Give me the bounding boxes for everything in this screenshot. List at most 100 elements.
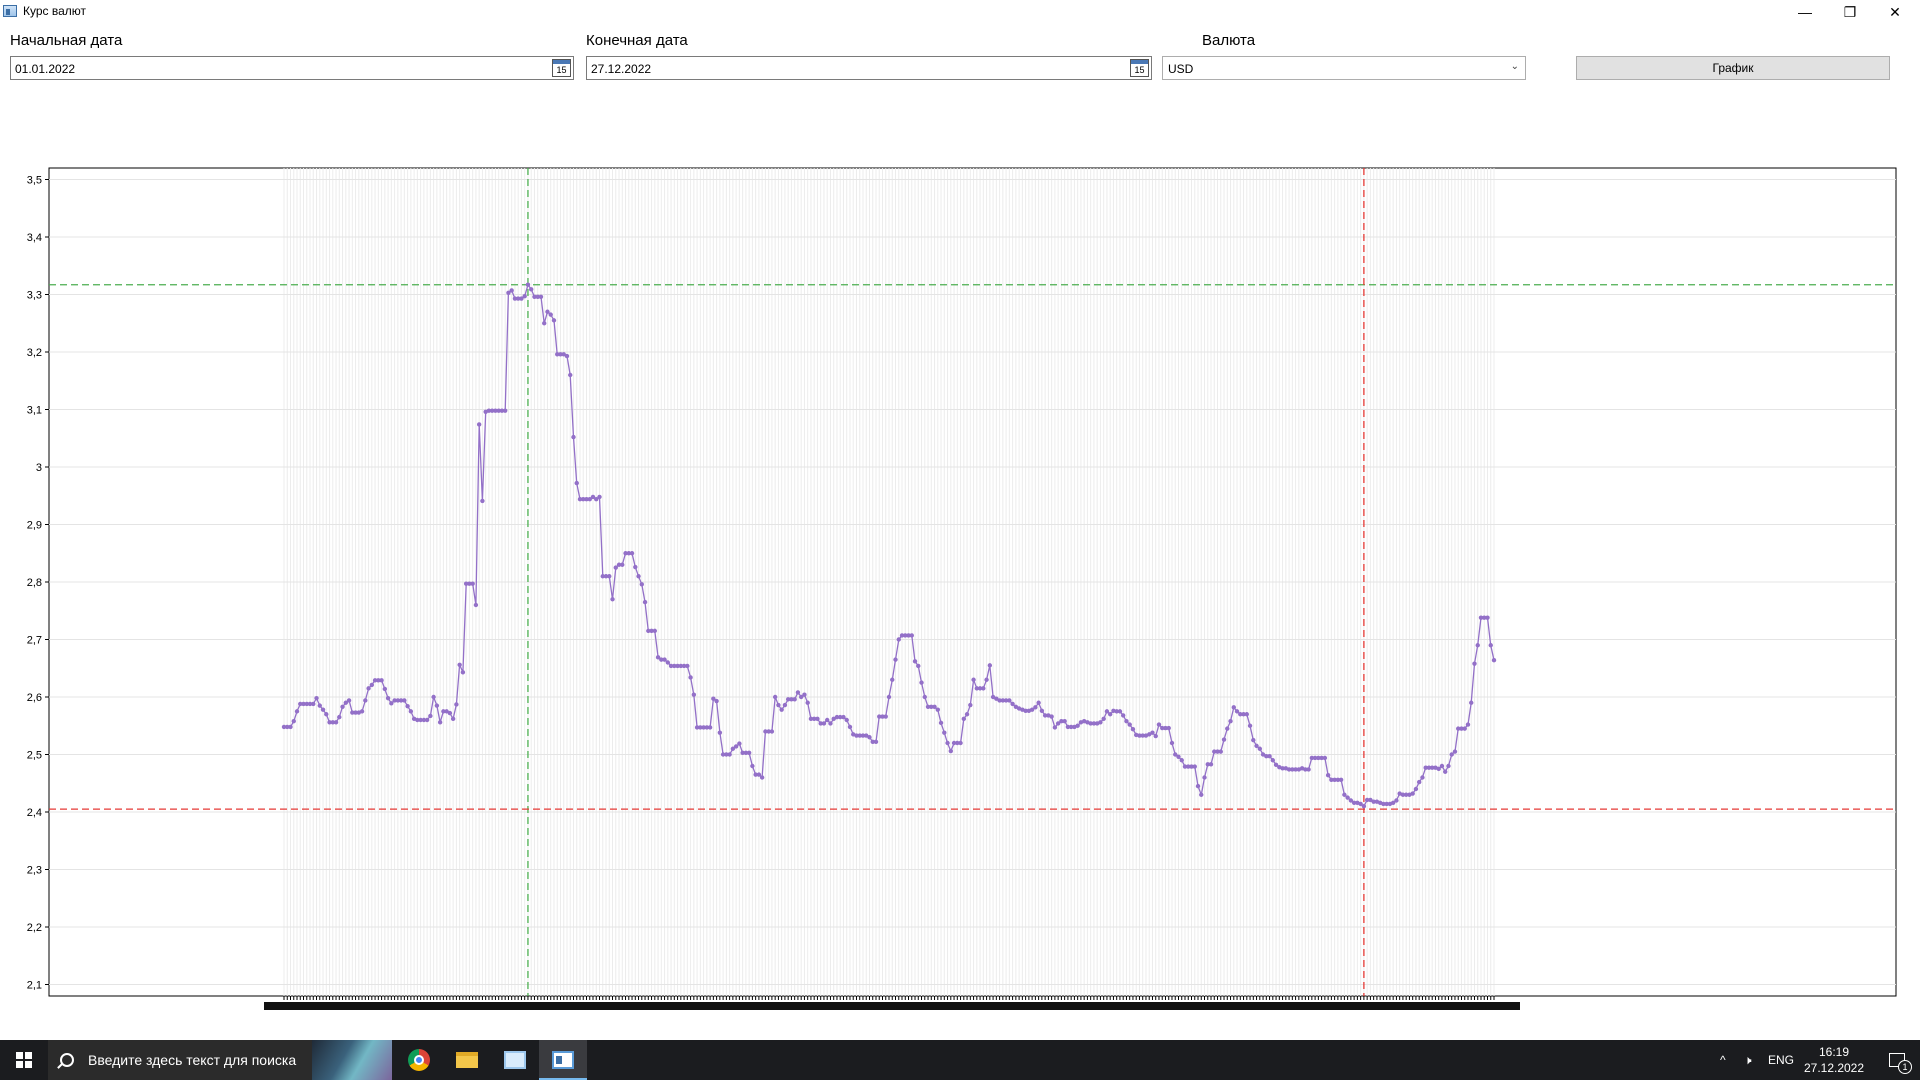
data-point [441,709,446,714]
notification-button[interactable]: 1 [1874,1040,1920,1080]
data-point [1218,749,1223,754]
explorer-taskbar-button[interactable] [443,1040,491,1080]
data-point [756,772,762,777]
volume-button[interactable]: 🕨 [1744,1040,1752,1080]
data-point [1169,740,1175,746]
end-date-picker[interactable]: 27.12.2022 15 [586,56,1152,80]
data-point [363,698,368,703]
data-point [415,717,420,723]
calendar-icon[interactable]: 15 [1130,59,1149,77]
data-point [860,733,866,738]
data-point [1225,726,1230,731]
data-point [1234,709,1240,714]
data-point [1465,722,1471,727]
data-point [1036,700,1041,705]
data-point [542,321,547,326]
start-button[interactable] [0,1040,48,1080]
data-point [763,729,768,734]
data-point [961,716,967,722]
data-point [535,294,540,299]
data-point [782,702,788,708]
data-point [467,581,472,586]
data-point [1179,758,1184,763]
data-point [1124,718,1129,724]
search-icon [60,1053,74,1067]
start-date-picker[interactable]: 01.01.2022 15 [10,56,574,80]
restore-button[interactable]: ❐ [1843,3,1857,20]
data-point [311,701,316,707]
data-point [964,712,970,717]
data-point [379,678,384,683]
minimize-button[interactable]: — [1798,4,1812,20]
data-point [899,633,905,638]
y-tick-label: 3,2 [27,347,42,359]
data-point [981,686,986,691]
title-bar: Курс валют — ❐ ✕ [0,0,1920,24]
y-tick-label: 2,8 [27,577,42,589]
tray-chevron[interactable]: ^ [1720,1040,1726,1080]
data-point [795,690,801,695]
data-point [789,697,794,702]
calendar-icon-text: 15 [1134,65,1145,75]
currency-select[interactable]: USD ⌄ [1162,56,1526,80]
data-point [317,703,322,708]
data-point [1182,764,1188,769]
data-point [616,562,622,567]
data-point [769,729,775,734]
data-point [590,494,596,500]
clock[interactable]: 16:19 27.12.2022 [1794,1044,1874,1076]
data-point [919,680,924,685]
data-point [1186,764,1191,769]
data-point [802,692,807,697]
data-point [1449,752,1454,757]
y-tick-label: 3 [36,462,42,474]
data-point [1423,765,1428,770]
chart-button[interactable]: График [1576,56,1890,80]
language-indicator[interactable]: ENG [1768,1053,1795,1067]
data-point [1111,708,1116,713]
data-point [1049,714,1054,719]
y-tick-label: 2,6 [27,692,42,704]
data-point [938,720,944,726]
data-point [629,551,635,556]
data-point [395,698,401,703]
data-point [327,720,332,725]
data-point [662,657,667,662]
data-point [1075,723,1080,728]
data-point [1452,749,1458,754]
data-point [353,710,358,715]
data-point [727,752,732,757]
data-point [750,763,755,769]
currency-app-taskbar-button[interactable] [539,1040,587,1080]
data-point [603,574,609,579]
notification-icon: 1 [1889,1053,1912,1074]
data-point [324,712,329,717]
data-point [1306,767,1311,772]
data-point [958,740,963,746]
data-point [1364,797,1370,803]
chrome-taskbar-button[interactable] [395,1040,443,1080]
data-point [1091,721,1097,726]
data-point [1088,721,1093,726]
y-tick-label: 2,1 [27,980,42,992]
close-button[interactable]: ✕ [1889,3,1901,20]
data-point [688,675,693,680]
data-point [857,733,862,738]
data-point [564,353,570,359]
calendar-icon[interactable]: 15 [552,59,571,77]
data-point [841,714,846,720]
end-date-value: 27.12.2022 [591,62,652,76]
data-point [909,633,914,638]
data-point [574,480,579,486]
data-point [1316,755,1321,761]
data-point [1130,727,1136,732]
data-point [1319,755,1324,761]
data-point [1003,698,1009,703]
app-taskbar-button[interactable] [491,1040,539,1080]
data-point [717,730,723,735]
data-point [509,288,514,293]
search-highlight-image [312,1040,392,1080]
data-point [935,707,940,712]
data-point [463,581,469,586]
taskbar-search[interactable]: Введите здесь текст для поиска [48,1040,392,1080]
